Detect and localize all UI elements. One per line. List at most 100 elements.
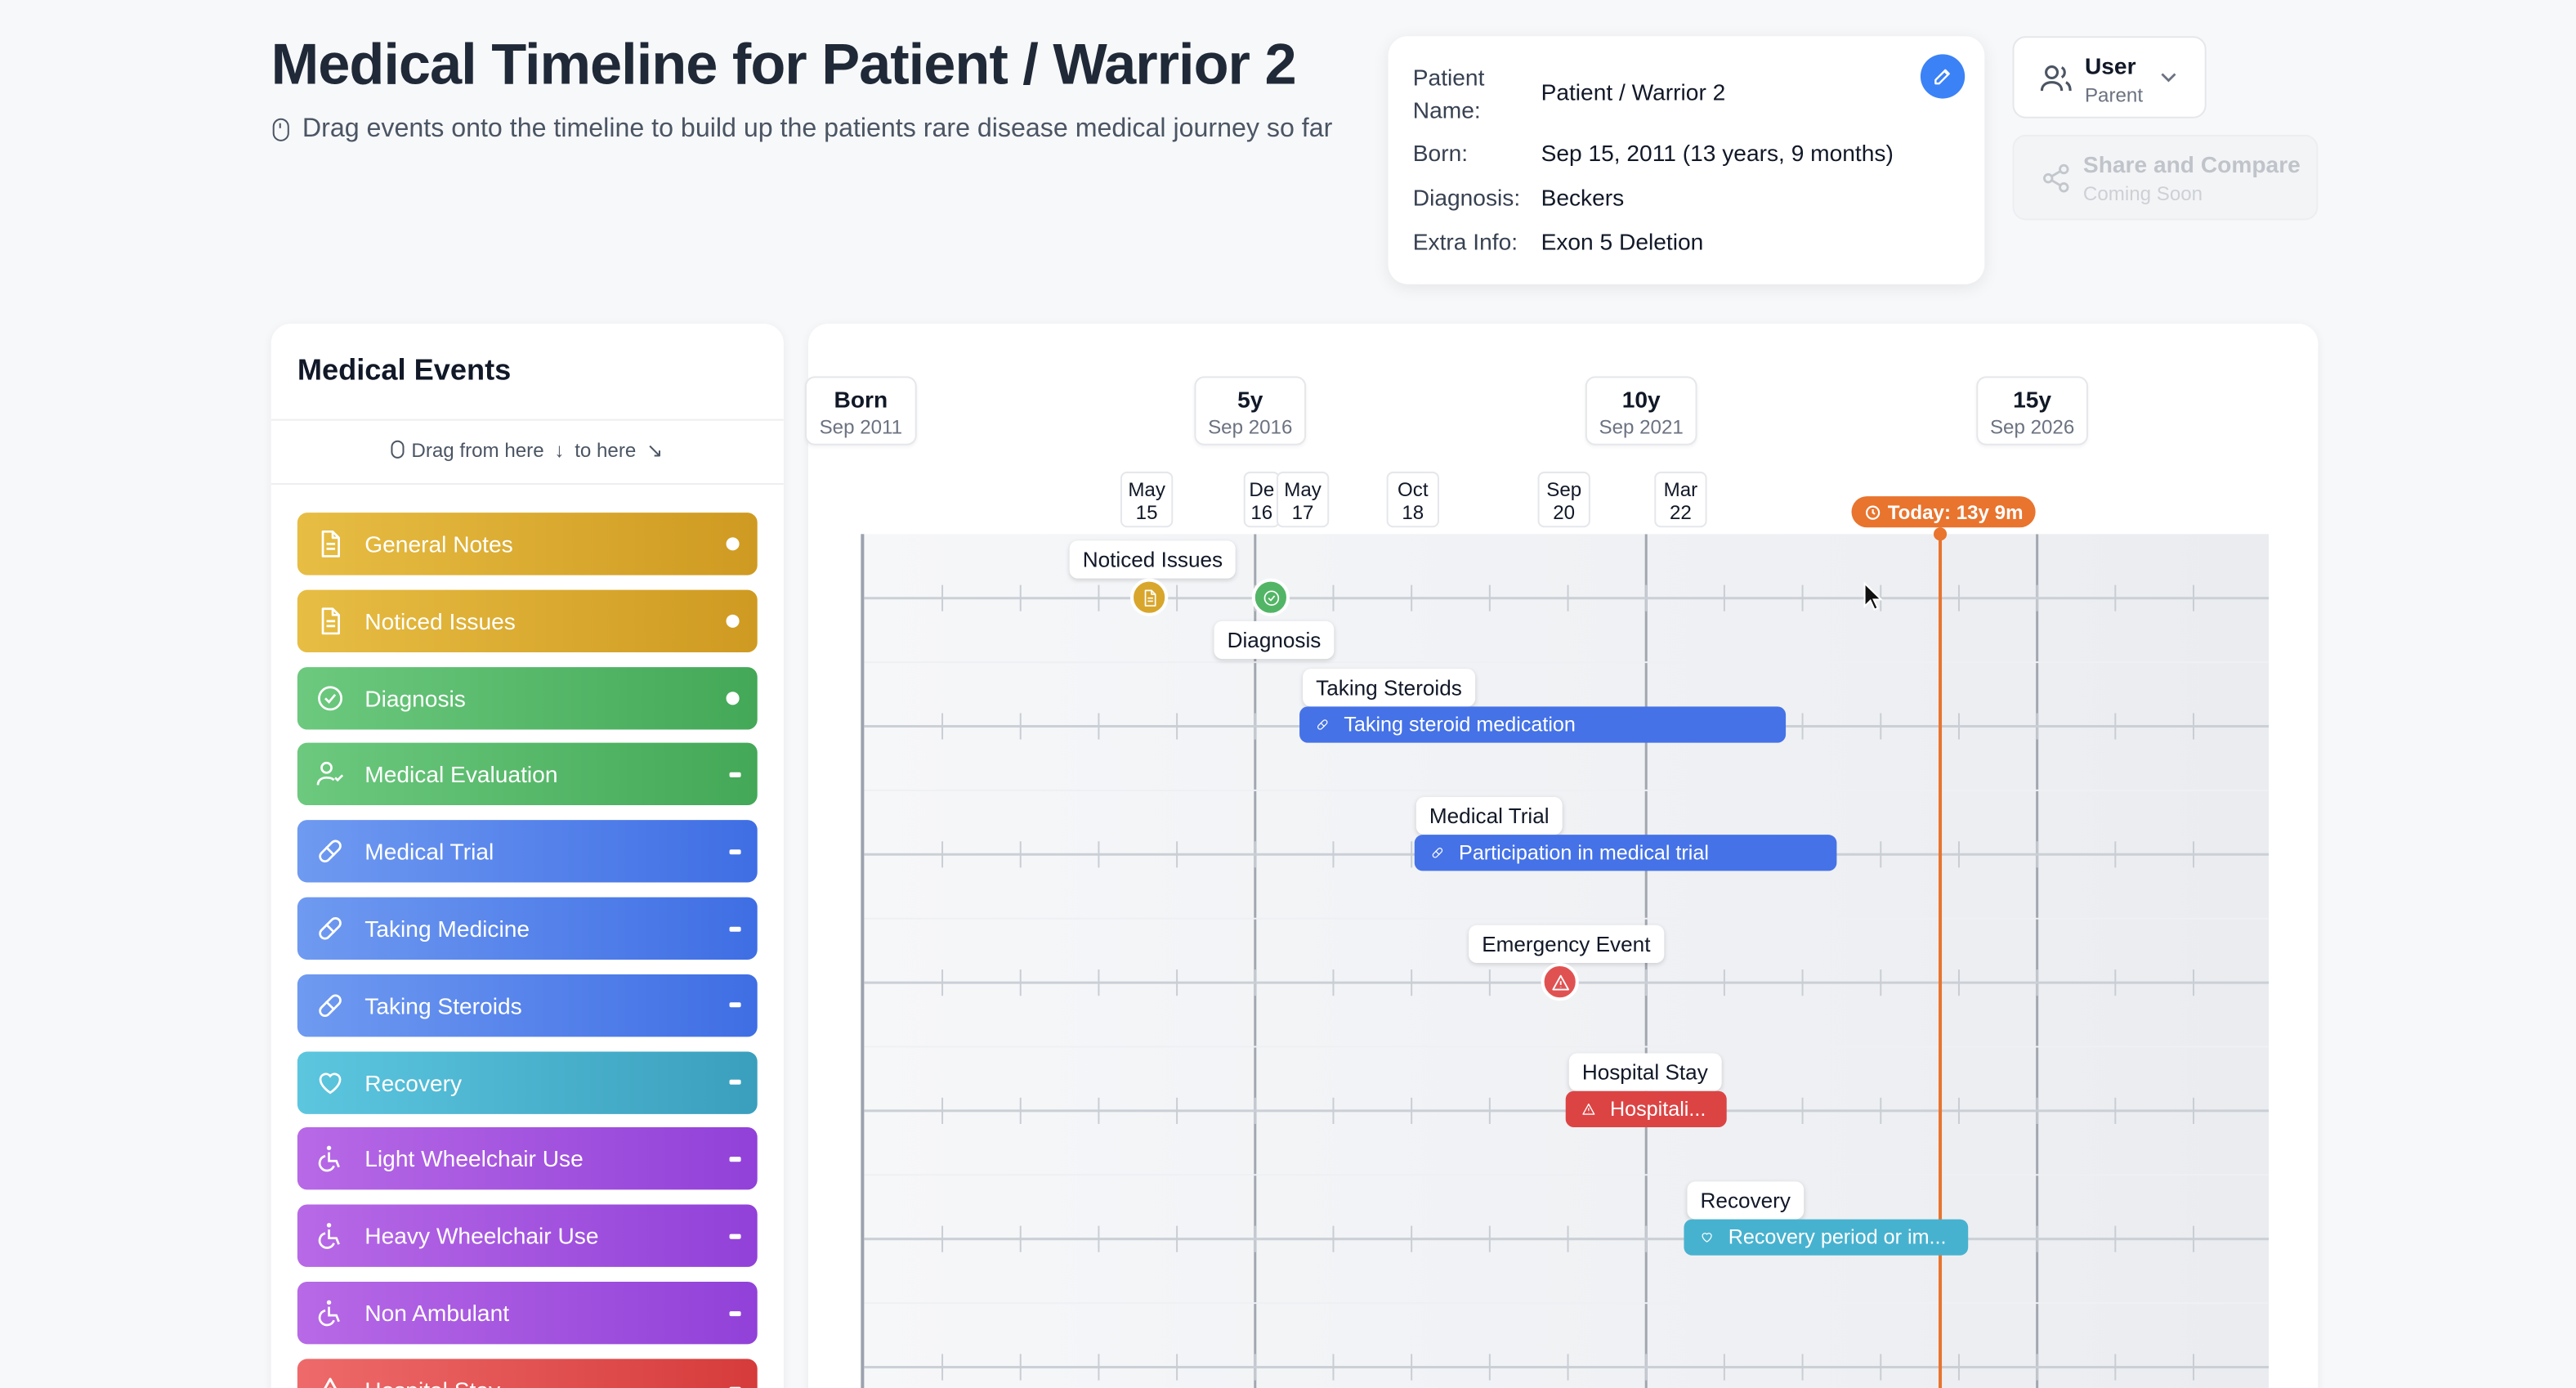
- date-marker-month: May: [1128, 477, 1165, 502]
- wheelchair-icon: [314, 1220, 347, 1252]
- event-type-light-wheelchair-use[interactable]: Light Wheelchair Use: [297, 1127, 758, 1191]
- event-type-general-notes[interactable]: General Notes: [297, 513, 758, 575]
- share-label: Share and Compare: [2082, 150, 2301, 178]
- event-type-diagnosis[interactable]: Diagnosis: [297, 666, 758, 729]
- document-icon: [1140, 588, 1158, 606]
- wheelchair-icon: [314, 1143, 347, 1175]
- document-icon: [314, 604, 347, 637]
- event-type-taking-steroids[interactable]: Taking Steroids: [297, 974, 758, 1037]
- date-marker-month: Mar: [1663, 477, 1698, 502]
- year-marker: 10y Sep 2021: [1585, 376, 1697, 446]
- subtitle-text: Drag events onto the timeline to build u…: [302, 114, 1333, 143]
- drag-hint-from: Drag from here: [411, 438, 544, 462]
- range-indicator: [729, 772, 741, 777]
- pill-icon: [314, 989, 347, 1022]
- timeline-range-text: Hospitali...: [1609, 1097, 1706, 1121]
- share-note: Coming Soon: [2082, 182, 2203, 206]
- date-marker-day: 16: [1250, 501, 1273, 525]
- divider: [271, 482, 784, 486]
- mouse-icon: [272, 118, 289, 141]
- range-indicator: [729, 925, 741, 931]
- timeline-event-label: Hospital Stay: [1568, 1053, 1721, 1091]
- event-type-medical-trial[interactable]: Medical Trial: [297, 820, 758, 883]
- today-text: Today: 13y 9m: [1887, 500, 2024, 524]
- point-indicator: [726, 691, 740, 705]
- clock-icon: [1866, 504, 1881, 519]
- event-type-non-ambulant[interactable]: Non Ambulant: [297, 1281, 758, 1345]
- event-type-recovery[interactable]: Recovery: [297, 1050, 758, 1114]
- today-dot: [1934, 527, 1948, 541]
- date-marker: De 16: [1243, 471, 1280, 528]
- event-type-noticed-issues[interactable]: Noticed Issues: [297, 589, 758, 652]
- today-marker-label: Today: 13y 9m: [1851, 496, 2037, 528]
- date-marker-day: 18: [1402, 501, 1424, 525]
- users-icon: [2040, 65, 2072, 92]
- timeline-range-event[interactable]: Participation in medical trial: [1414, 835, 1837, 871]
- year-marker-label: 10y: [1621, 386, 1661, 413]
- share-icon: [2043, 163, 2069, 193]
- event-type-medical-evaluation[interactable]: Medical Evaluation: [297, 743, 758, 806]
- event-type-label: Diagnosis: [364, 684, 466, 711]
- diagnosis-value: Beckers: [1541, 184, 1625, 211]
- timeline-range-text: Participation in medical trial: [1459, 841, 1709, 865]
- today-line: [1939, 527, 1943, 1388]
- edit-patient-button[interactable]: [1920, 54, 1966, 99]
- timeline-event-label: Recovery: [1687, 1181, 1805, 1220]
- pencil-icon: [1934, 69, 1950, 85]
- patient-name-label: Patient Name:: [1412, 64, 1485, 123]
- timeline-range-event[interactable]: Recovery period or im...: [1684, 1219, 1969, 1256]
- share-compare-button[interactable]: Share and Compare Coming Soon: [2012, 134, 2319, 221]
- heart-icon: [1700, 1227, 1713, 1247]
- timeline-point-event[interactable]: [1251, 578, 1290, 616]
- divider: [271, 419, 784, 421]
- patient-name-value: Patient / Warrior 2: [1541, 78, 1726, 105]
- timeline-point-event[interactable]: [1541, 962, 1579, 1001]
- heart-icon: [314, 1066, 347, 1099]
- date-marker-month: De: [1249, 477, 1275, 502]
- range-indicator: [729, 1310, 741, 1316]
- year-marker-label: 15y: [2013, 386, 2052, 413]
- range-indicator: [729, 1079, 741, 1085]
- pill-icon: [314, 912, 347, 945]
- date-marker-day: 15: [1135, 501, 1158, 525]
- arrow-down-right-icon: ↘: [646, 438, 664, 462]
- event-type-label: Noticed Issues: [364, 607, 516, 634]
- date-marker: Oct 18: [1386, 471, 1439, 528]
- user-menu-button[interactable]: User Parent: [2012, 36, 2207, 119]
- alert-triangle-icon: [1550, 973, 1568, 991]
- event-type-heavy-wheelchair-use[interactable]: Heavy Wheelchair Use: [297, 1204, 758, 1268]
- year-marker-date: Sep 2026: [1989, 415, 2075, 439]
- page-subtitle: Drag events onto the timeline to build u…: [272, 114, 1333, 145]
- event-type-label: Taking Steroids: [364, 992, 522, 1019]
- check-circle-icon: [314, 681, 347, 714]
- date-marker: Sep 20: [1537, 471, 1590, 528]
- range-indicator: [729, 1156, 741, 1162]
- alert-triangle-icon: [1582, 1099, 1595, 1120]
- extra-info-label: Extra Info:: [1412, 228, 1518, 255]
- check-circle-icon: [1262, 588, 1280, 606]
- year-marker: 15y Sep 2026: [1976, 376, 2088, 446]
- timeline-point-event[interactable]: [1130, 578, 1169, 616]
- timeline-event-label: Medical Trial: [1415, 796, 1563, 835]
- event-type-label: Hospital Stay: [364, 1377, 729, 1388]
- event-type-taking-medicine[interactable]: Taking Medicine: [297, 897, 758, 960]
- range-indicator: [729, 1234, 741, 1239]
- timeline-range-event[interactable]: Taking steroid medication: [1299, 706, 1787, 743]
- timeline-range-text: Taking steroid medication: [1344, 713, 1576, 737]
- timeline-range-text: Recovery period or im...: [1728, 1225, 1947, 1249]
- timeline-event-label: Diagnosis: [1214, 620, 1335, 660]
- timeline-range-event[interactable]: Hospitali...: [1565, 1090, 1727, 1127]
- alert-triangle-icon: [314, 1373, 347, 1388]
- event-type-hospital-stay[interactable]: Hospital Stay: [297, 1359, 758, 1388]
- year-marker-date: Sep 2016: [1208, 415, 1293, 439]
- page-title: Medical Timeline for Patient / Warrior 2: [271, 33, 1297, 97]
- user-name: User: [2084, 52, 2136, 79]
- user-check-icon: [314, 758, 347, 790]
- date-marker-month: Sep: [1546, 477, 1582, 502]
- event-type-label: Non Ambulant: [364, 1300, 510, 1327]
- year-marker-date: Sep 2021: [1599, 415, 1684, 439]
- born-label: Born:: [1412, 139, 1469, 167]
- user-role: Parent: [2084, 83, 2144, 107]
- year-marker-label: Born: [834, 386, 888, 413]
- date-marker-day: 20: [1553, 501, 1576, 525]
